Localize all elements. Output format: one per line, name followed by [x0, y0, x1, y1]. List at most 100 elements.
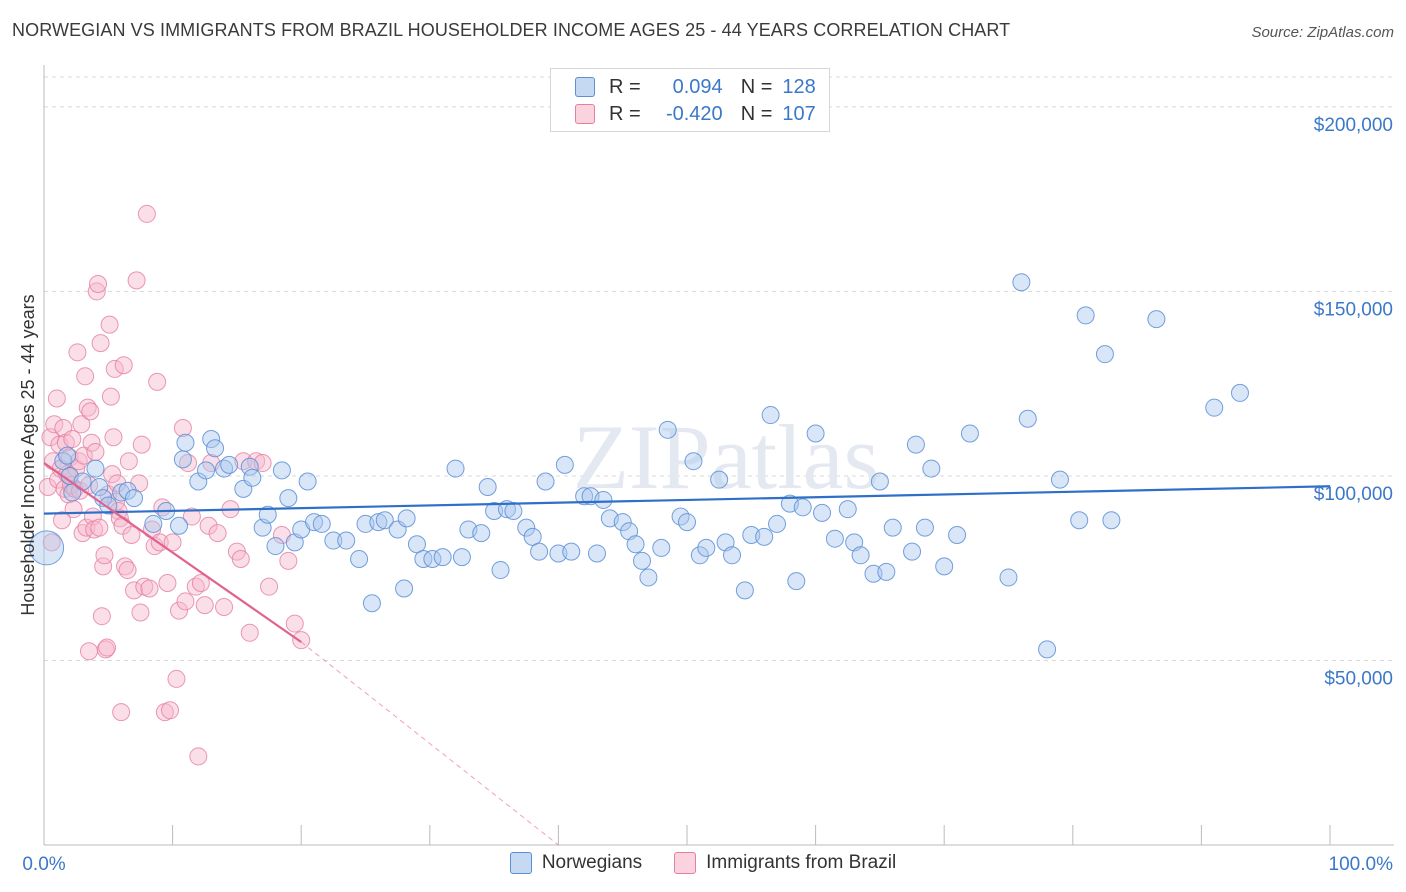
legend-row-brazil: R = -0.420 N = 107 — [575, 101, 816, 127]
brazil-point — [132, 435, 151, 454]
brazil-point — [285, 614, 304, 633]
x-tick-label: 100.0% — [1329, 854, 1394, 875]
x-tick-labels: 0.0% 100.0% — [22, 854, 1393, 875]
brazil-point — [195, 596, 214, 615]
brazil-point — [53, 511, 72, 530]
norwegian-point — [272, 461, 291, 480]
y-tick-label: $50,000 — [1324, 668, 1393, 689]
norwegian-point — [639, 568, 658, 587]
y-tick-label: $100,000 — [1314, 484, 1393, 505]
norwegian-point — [922, 459, 941, 478]
n-label: N = — [740, 102, 773, 125]
norwegian-point — [768, 514, 787, 533]
brazil-point — [105, 359, 124, 378]
norwegian-point — [1147, 310, 1166, 329]
brazil-point — [92, 607, 111, 626]
norwegian-point — [851, 546, 870, 565]
x-tick-label: 0.0% — [22, 854, 65, 875]
legend-row-norwegians: R = 0.094 N = 128 — [575, 74, 816, 100]
norwegian-point — [446, 459, 465, 478]
brazil-point — [279, 551, 298, 570]
brazil-point — [42, 533, 61, 552]
norwegian-point — [240, 457, 259, 476]
brazil-point — [127, 271, 146, 290]
brazil-point — [80, 642, 99, 661]
norwegian-point — [915, 518, 934, 537]
legend-item-brazil[interactable]: Immigrants from Brazil — [674, 852, 896, 874]
norwegian-point — [530, 542, 549, 561]
brazil-point — [118, 561, 137, 580]
norwegian-point — [118, 481, 137, 500]
norwegian-point — [948, 526, 967, 544]
brazil-point — [173, 418, 192, 437]
legend-item-norwegians[interactable]: Norwegians — [509, 852, 642, 874]
norwegian-point — [555, 455, 574, 474]
norwegian-point — [626, 535, 645, 554]
norwegian-point — [838, 500, 857, 519]
norwegian-point — [491, 561, 510, 580]
norwegian-point — [1070, 511, 1089, 530]
norwegian-trend-line — [43, 485, 1331, 515]
norwegian-point — [202, 430, 221, 449]
norwegian-point — [1230, 383, 1249, 402]
brazil-point — [69, 452, 88, 471]
brazil-points — [38, 204, 311, 766]
r-label: R = — [609, 102, 641, 125]
norwegian-point — [395, 579, 414, 598]
norwegian-point — [1102, 511, 1121, 530]
norwegian-point — [266, 537, 285, 556]
norwegian-point — [536, 472, 555, 491]
norwegian-point — [793, 498, 812, 517]
norwegian-point — [906, 435, 925, 454]
norwegian-point — [414, 549, 433, 568]
norwegian-point — [375, 511, 394, 530]
brazil-point — [112, 703, 131, 722]
norwegian-point — [220, 455, 239, 474]
watermark: ZIPatlas — [573, 406, 880, 508]
brazil-point — [68, 343, 87, 362]
source-label: Source: ZipAtlas.com — [1251, 24, 1394, 41]
norwegian-point — [73, 472, 92, 491]
brazil-point — [231, 549, 250, 568]
brazil-point — [158, 573, 177, 592]
r-label: R = — [609, 75, 641, 98]
norwegian-point — [613, 513, 632, 532]
brazil-trend-line — [43, 462, 302, 643]
brazil-point — [125, 581, 144, 600]
brazil-point — [260, 577, 279, 596]
norwegian-point — [397, 509, 416, 528]
brazil-point — [45, 415, 64, 434]
norwegian-point — [999, 568, 1018, 587]
norwegian-point — [787, 572, 806, 591]
y-tick-label: $150,000 — [1314, 299, 1393, 320]
norwegian-point — [517, 518, 536, 537]
n-label: N = — [740, 75, 773, 98]
correlation-legend: R = 0.094 N = 128 R = -0.420 N = 107 — [550, 68, 830, 132]
norwegian-point — [279, 489, 298, 508]
brazil-point — [108, 474, 127, 493]
norwegian-point — [587, 544, 606, 563]
norwegian-point — [29, 530, 65, 566]
brazil-point — [176, 592, 195, 611]
axes — [43, 65, 1394, 846]
n-value: 128 — [782, 75, 816, 98]
brazil-point — [82, 433, 101, 452]
norwegian-point — [125, 489, 144, 508]
norwegian-point — [1076, 306, 1095, 325]
brazil-point — [163, 533, 182, 552]
norwegian-point — [362, 594, 381, 613]
brazil-point — [114, 356, 133, 375]
brazil-point — [98, 638, 117, 657]
norwegian-point — [472, 524, 491, 543]
brazil-trend-extension — [300, 641, 559, 846]
brazil-point — [189, 747, 208, 766]
brazil-point — [215, 597, 234, 616]
norwegian-point — [173, 450, 192, 469]
brazil-point — [100, 315, 119, 334]
brazil-point — [87, 282, 106, 301]
r-value: -0.420 — [665, 102, 723, 125]
n-value: 107 — [782, 102, 816, 125]
norwegian-point — [504, 502, 523, 521]
brazil-point — [140, 579, 159, 598]
